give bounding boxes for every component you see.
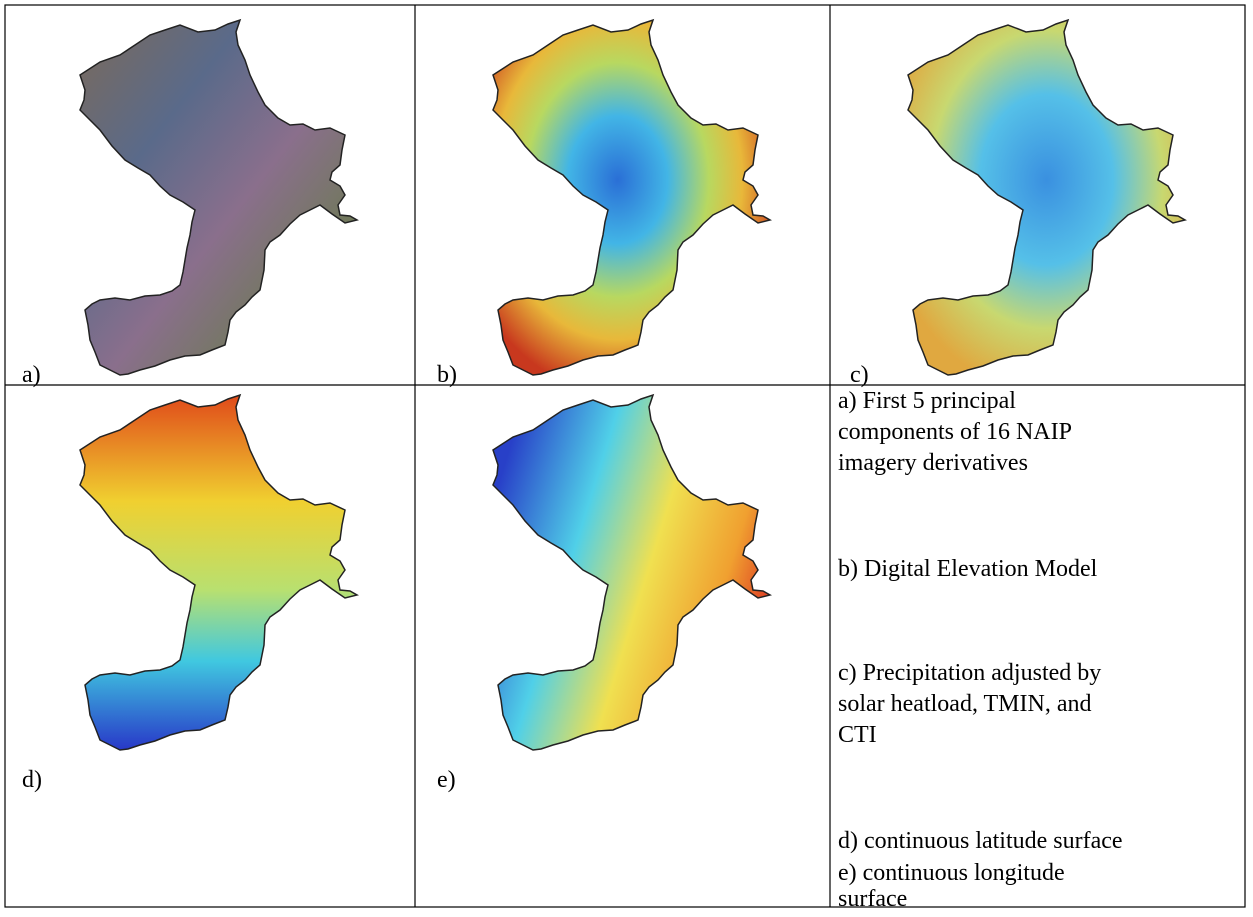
caption-line: CTI [838,722,877,748]
caption-line: e) continuous longitude [838,860,1065,886]
caption-line: a) First 5 principal [838,388,1016,414]
panel-label: d) [22,767,42,793]
map-b [493,20,770,375]
map-e [493,395,770,750]
map-c [908,20,1185,375]
caption-line: c) Precipitation adjusted by [838,660,1101,686]
caption-line: d) continuous latitude surface [838,828,1123,854]
caption-line: solar heatload, TMIN, and [838,691,1092,717]
panel-label: b) [437,362,457,388]
page: a) b) c) d) e) a) First 5 principal components… [0,0,1253,912]
caption-line: b) Digital Elevation Model [838,556,1098,582]
panel-label: c) [850,362,869,388]
caption-line: components of 16 NAIP [838,419,1072,445]
map-d [80,395,357,750]
panel-label: e) [437,767,456,793]
figure: a) b) c) d) e) a) First 5 principal components… [0,0,1253,912]
caption-line: imagery derivatives [838,450,1028,476]
map-a [80,20,357,375]
panel-label: a) [22,362,41,388]
caption-line: surface [838,886,907,912]
